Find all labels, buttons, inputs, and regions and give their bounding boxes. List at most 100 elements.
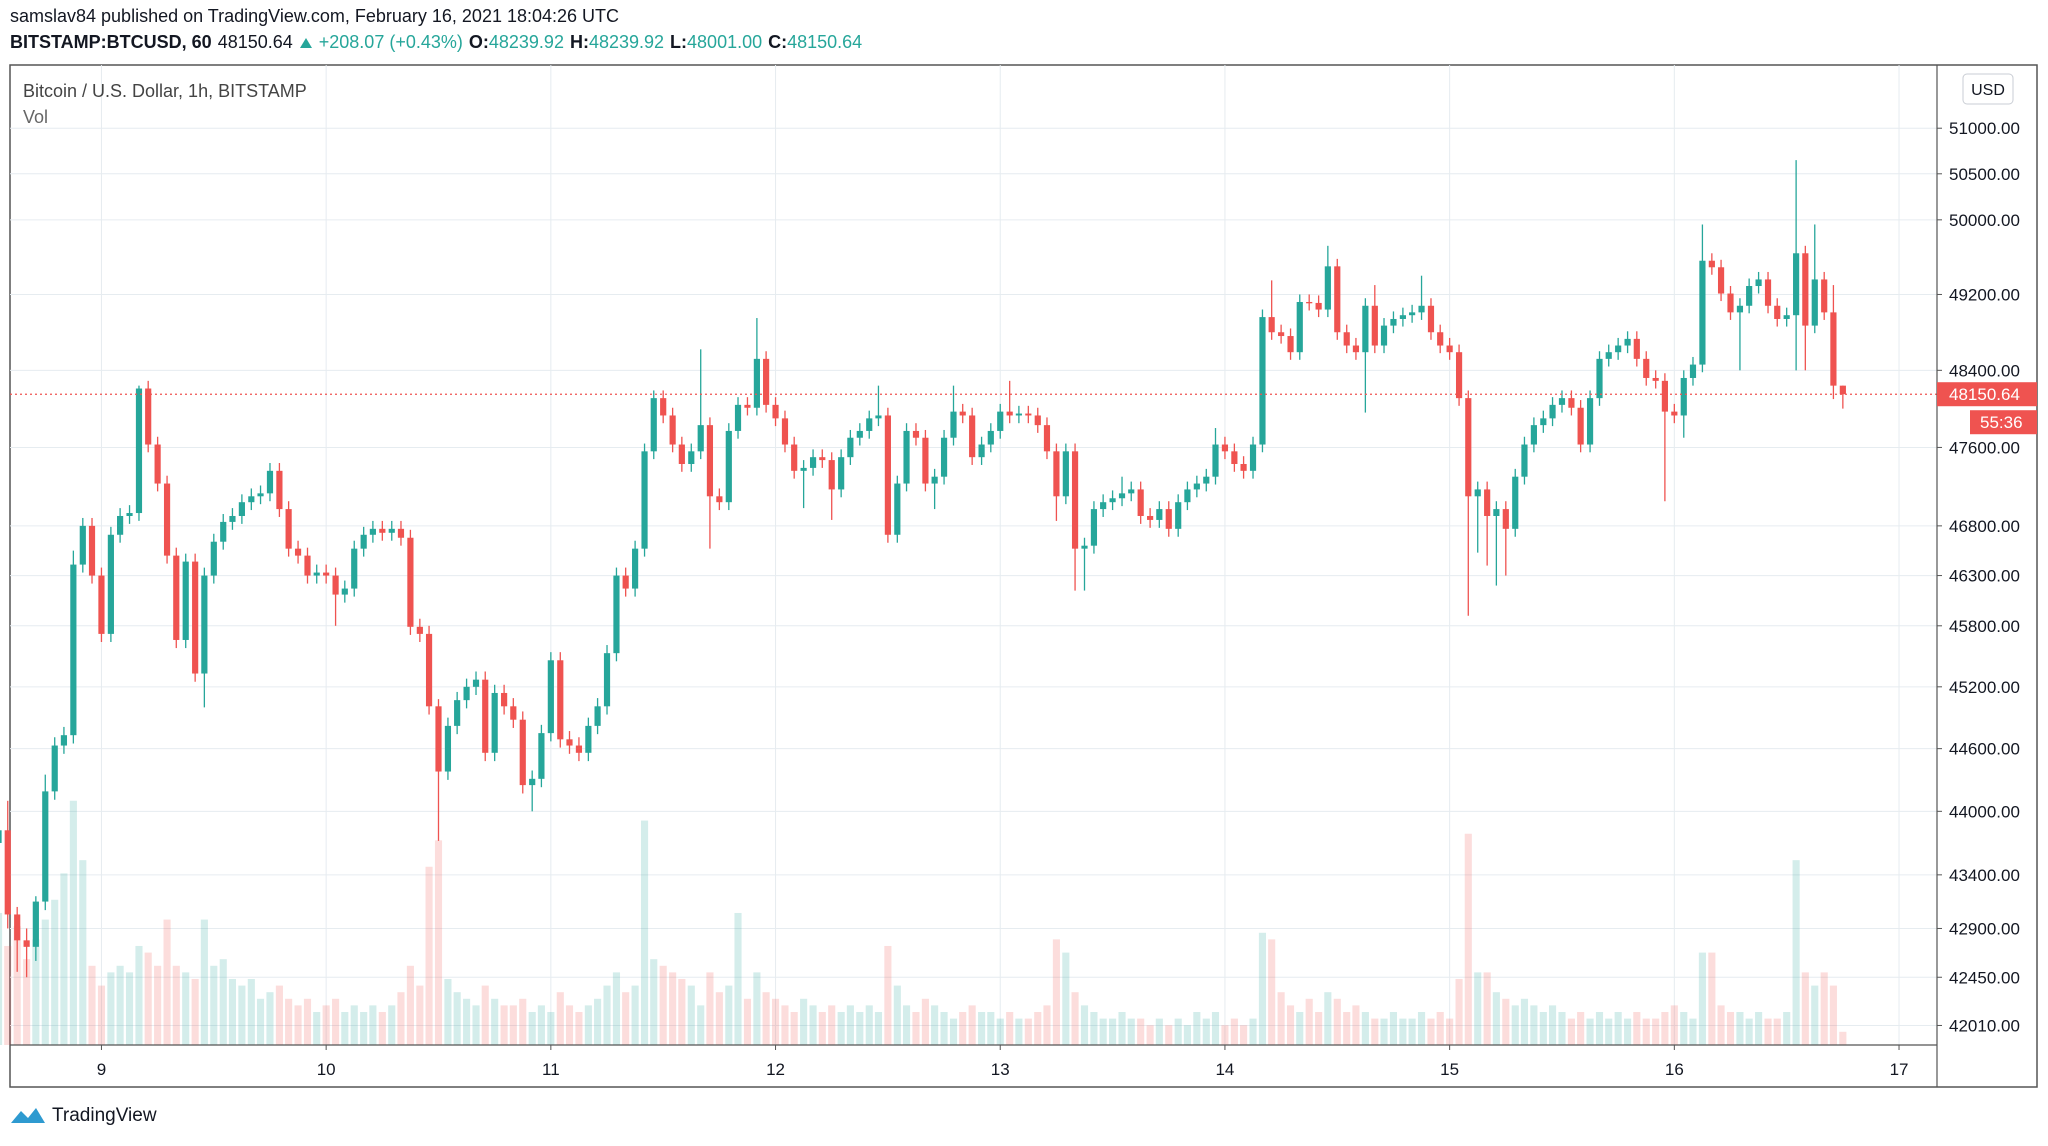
volume-bar bbox=[1399, 1018, 1407, 1045]
volume-bar bbox=[41, 919, 49, 1045]
last-price-box bbox=[1937, 382, 2037, 407]
candle-body bbox=[800, 467, 807, 471]
volume-bar bbox=[332, 998, 340, 1045]
volume-bar bbox=[1446, 1018, 1454, 1045]
volume-bar bbox=[453, 992, 461, 1045]
volume-bar bbox=[1043, 1005, 1051, 1045]
volume-bar bbox=[1286, 1005, 1295, 1045]
candle-body bbox=[1821, 279, 1828, 313]
volume-bar bbox=[959, 1011, 967, 1045]
volume-bar bbox=[949, 1018, 958, 1045]
x-tick-label: 13 bbox=[991, 1060, 1010, 1079]
candle-body bbox=[1633, 338, 1640, 359]
volume-bar bbox=[360, 1011, 368, 1045]
candle-body bbox=[1231, 451, 1238, 464]
volume-bar bbox=[912, 1011, 920, 1045]
volume-bar bbox=[678, 978, 686, 1045]
volume-bar bbox=[556, 992, 564, 1045]
candle-body bbox=[1062, 451, 1069, 497]
candle-body bbox=[1015, 413, 1022, 416]
volume-bar bbox=[144, 952, 152, 1045]
volume-bar bbox=[1146, 1025, 1154, 1045]
y-tick-label: 44600.00 bbox=[1949, 740, 2020, 759]
x-tick-label: 10 bbox=[317, 1060, 336, 1079]
volume-bar bbox=[1577, 1011, 1585, 1045]
candle-body bbox=[669, 415, 676, 445]
volume-bar bbox=[266, 992, 274, 1045]
candle-body bbox=[1811, 279, 1818, 326]
candle-body bbox=[772, 404, 779, 419]
volume-bar bbox=[378, 1011, 386, 1045]
volume-bar bbox=[0, 912, 3, 1045]
candle-body bbox=[1530, 425, 1537, 445]
volume-bar bbox=[931, 1005, 939, 1045]
candle-body bbox=[632, 548, 639, 589]
volume-bar bbox=[350, 1005, 358, 1045]
symbol-info: BITSTAMP:BTCUSD, 60 48150.64 +208.07 (+0… bbox=[10, 32, 862, 53]
candle-body bbox=[1306, 301, 1313, 304]
candle-body bbox=[425, 633, 433, 707]
candle-body bbox=[519, 719, 526, 786]
candle-body bbox=[482, 679, 489, 753]
volume-bar bbox=[60, 873, 68, 1045]
volume-bar bbox=[313, 1011, 321, 1045]
candle-body bbox=[0, 830, 2, 843]
volume-bar bbox=[1764, 1018, 1772, 1045]
candle-body bbox=[1380, 325, 1388, 346]
x-tick-label: 14 bbox=[1215, 1060, 1234, 1079]
candle-body bbox=[51, 745, 58, 792]
volume-bar bbox=[1652, 1018, 1660, 1045]
candle-body bbox=[1418, 305, 1425, 313]
candle-body bbox=[969, 415, 976, 458]
candle-body bbox=[1212, 444, 1219, 477]
volume-bar bbox=[51, 899, 59, 1045]
candle-body bbox=[276, 470, 283, 510]
candle-body bbox=[1680, 377, 1687, 416]
candle-body bbox=[1352, 345, 1360, 353]
volume-bar bbox=[547, 1011, 555, 1045]
candle-body bbox=[1689, 364, 1697, 378]
y-tick-label: 43400.00 bbox=[1949, 866, 2020, 885]
candle-body bbox=[1315, 302, 1322, 310]
volume-bar bbox=[622, 992, 630, 1045]
candle-body bbox=[922, 437, 929, 484]
candle-body bbox=[688, 451, 695, 464]
candle-body bbox=[1100, 502, 1107, 510]
volume-bar bbox=[631, 985, 639, 1045]
candle-body bbox=[182, 561, 189, 640]
high-label: H: bbox=[569, 32, 589, 52]
x-tick-label: 16 bbox=[1665, 1060, 1684, 1079]
volume-bar bbox=[228, 978, 237, 1045]
candle-body bbox=[323, 572, 330, 576]
volume-bar bbox=[1277, 992, 1285, 1045]
candle-body bbox=[1268, 317, 1275, 333]
y-tick-label: 45200.00 bbox=[1949, 678, 2020, 697]
volume-bar bbox=[1155, 1018, 1163, 1045]
volume-bar bbox=[584, 1005, 592, 1045]
volume-bar bbox=[13, 926, 21, 1045]
volume-bar bbox=[978, 1011, 986, 1045]
currency-button[interactable]: USD bbox=[1971, 82, 2005, 99]
volume-bar bbox=[1137, 1018, 1145, 1045]
candle-body bbox=[341, 588, 348, 595]
volume-bar bbox=[1680, 1011, 1688, 1045]
volume-bar bbox=[116, 965, 124, 1045]
candle-body bbox=[1137, 489, 1144, 516]
candle-body bbox=[1053, 451, 1060, 497]
volume-bar bbox=[1548, 1005, 1557, 1045]
volume-bar bbox=[1071, 992, 1079, 1045]
candle-body bbox=[603, 653, 611, 707]
volume-bar bbox=[32, 939, 40, 1045]
candle-body bbox=[697, 425, 704, 452]
candle-body bbox=[594, 706, 601, 726]
candle-body bbox=[809, 457, 817, 468]
candle-body bbox=[828, 460, 835, 490]
candle-body bbox=[1605, 352, 1612, 359]
volume-bar bbox=[1726, 1011, 1735, 1045]
candle-body bbox=[716, 496, 723, 503]
volume-bar bbox=[463, 998, 471, 1045]
volume-bar bbox=[1455, 978, 1463, 1045]
x-tick-label: 12 bbox=[766, 1060, 785, 1079]
volume-bar bbox=[865, 1005, 873, 1045]
volume-bar bbox=[397, 992, 405, 1045]
